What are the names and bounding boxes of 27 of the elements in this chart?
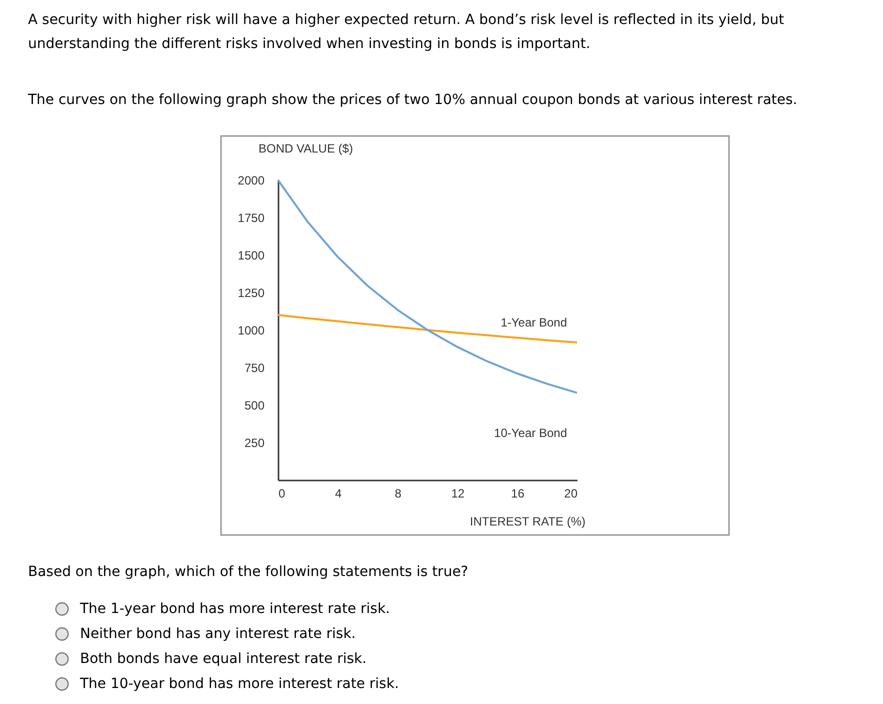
x-tick-label: 12 — [451, 486, 465, 500]
line-series — [277, 314, 578, 344]
text: The 10-year bond has more interest rate risk. — [79, 676, 399, 692]
x-tick-label: 16 — [511, 486, 525, 500]
y-tick-label: 1500 — [238, 248, 265, 262]
text: Neither bond has any interest rate risk. — [80, 626, 356, 642]
x-axis-title: INTEREST RATE (%) — [470, 514, 586, 528]
x-tick-label: 0 — [278, 486, 286, 500]
x-tick-label: 8 — [394, 486, 402, 500]
line-series — [277, 179, 578, 394]
y-tick-label: 750 — [244, 361, 265, 375]
text: Both bonds have equal interest rate risk. — [80, 651, 367, 667]
y-tick-label: 2000 — [238, 174, 265, 188]
y-tick-label: 1750 — [238, 211, 265, 225]
text: The 1-year bond has more interest rate risk. — [79, 601, 390, 617]
series-label: 1-Year Bond — [500, 315, 567, 330]
y-tick-label: 1250 — [238, 286, 265, 300]
text: Based on the graph, which of the following statements is true? — [28, 564, 468, 580]
y-tick-label: 1000 — [238, 324, 265, 338]
y-axis-title: BOND VALUE ($) — [258, 142, 353, 156]
x-tick-label: 20 — [564, 486, 578, 500]
y-tick-label: 250 — [244, 436, 265, 450]
text: 10-Year Bond — [494, 426, 567, 440]
y-tick-label: 500 — [244, 398, 265, 412]
text: A security with higher risk will have a higher expected return. A bond’s risk level is reflected in its yield, but understanding the different risks involved when investing in bonds is important. — [28, 12, 785, 52]
x-tick-label: 4 — [334, 486, 342, 500]
text: The curves on the following graph show the prices of two 10% annual coupon bonds at various interest rates. — [27, 92, 798, 108]
